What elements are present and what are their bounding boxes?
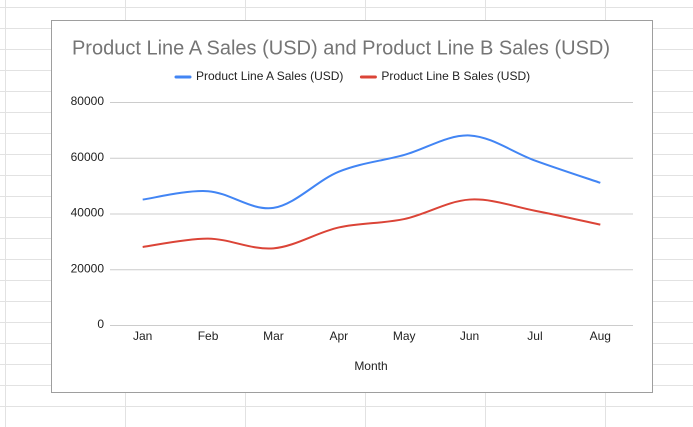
y-tick-label: 0 — [97, 317, 104, 331]
x-axis-label: Month — [354, 359, 387, 373]
x-tick-label: Jul — [527, 329, 542, 343]
x-tick-label: Jun — [460, 329, 479, 343]
x-tick-label: Apr — [329, 329, 348, 343]
legend-label: Product Line B Sales (USD) — [381, 69, 530, 83]
y-tick-label: 40000 — [71, 206, 105, 220]
x-tick-label: May — [393, 329, 416, 343]
x-tick-label: Mar — [263, 329, 284, 343]
y-tick-label: 80000 — [71, 94, 105, 108]
y-tick-label: 20000 — [71, 261, 105, 275]
x-tick-label: Jan — [133, 329, 152, 343]
legend-label: Product Line A Sales (USD) — [196, 69, 343, 83]
chart-frame — [51, 20, 653, 393]
x-tick-label: Feb — [198, 329, 219, 343]
series-line — [142, 134, 601, 210]
y-tick-label: 60000 — [71, 150, 105, 164]
x-tick-label: Aug — [590, 329, 611, 343]
series-line — [142, 198, 601, 250]
chart-title: Product Line A Sales (USD) and Product L… — [72, 37, 610, 59]
